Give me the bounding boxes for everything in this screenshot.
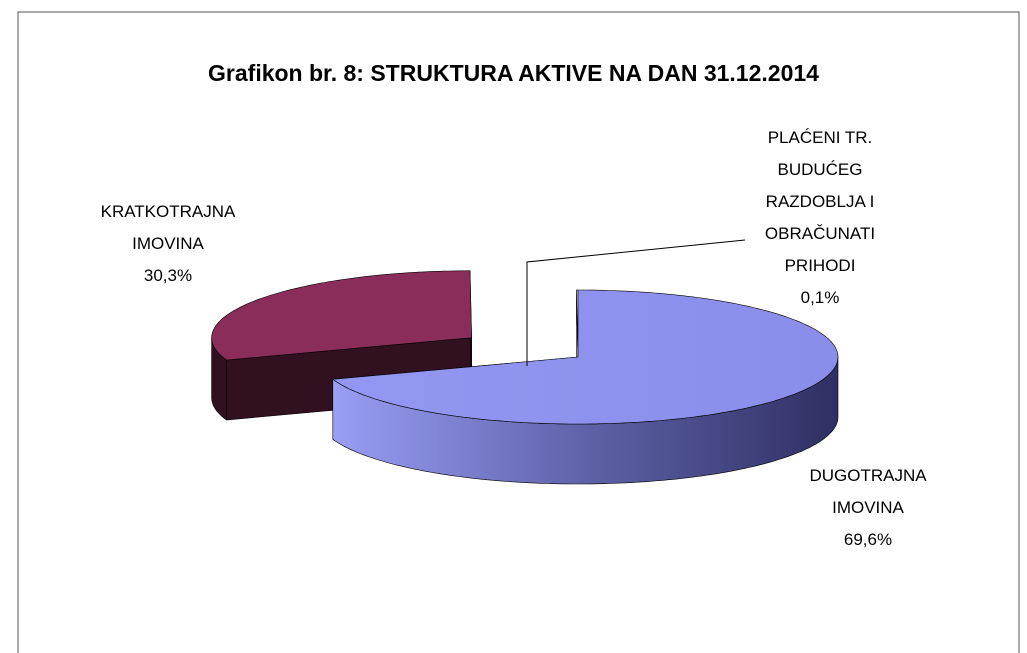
leader-line [526,239,746,366]
category-label: PLAĆENI TR. BUDUĆEG RAZDOBLJA I OBRAČUNA… [764,128,876,275]
slice [331,289,839,425]
data-label: KRATKOTRAJNA IMOVINA 30,3% [93,196,243,292]
value-label: 30,3% [143,266,193,285]
slice [211,270,472,361]
category-label: DUGOTRAJNA IMOVINA [809,466,927,517]
pie [211,270,839,485]
value-label: 69,6% [843,530,893,549]
frame [17,11,1020,653]
chart-title: Grafikon br. 8: STRUKTURA AKTIVE NA DAN … [208,60,819,86]
value-label: 0,1% [800,288,840,307]
data-label: DUGOTRAJNA IMOVINA 69,6% [798,460,938,556]
category-label: KRATKOTRAJNA IMOVINA [100,202,236,253]
data-label: PLAĆENI TR. BUDUĆEG RAZDOBLJA I OBRAČUNA… [753,122,888,314]
